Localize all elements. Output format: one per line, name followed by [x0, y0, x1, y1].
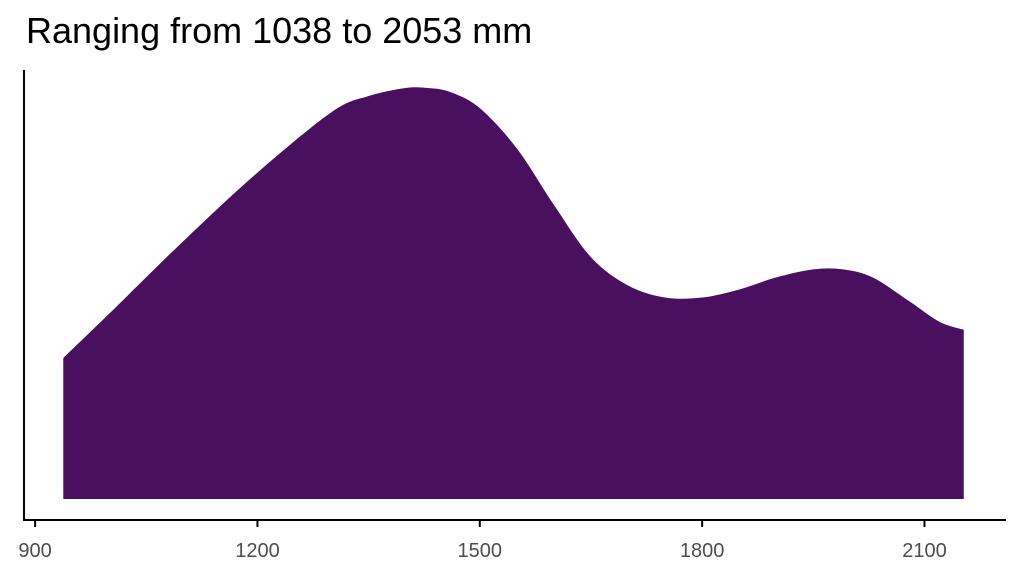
x-tick-label: 1200 [235, 540, 280, 562]
area-layer [63, 87, 964, 500]
chart-title: Ranging from 1038 to 2053 mm [26, 10, 533, 51]
x-tick-label: 2100 [902, 540, 947, 562]
x-tick-label: 1500 [458, 540, 503, 562]
x-tick-label: 1800 [680, 540, 725, 562]
density-area [63, 87, 964, 500]
x-tick-label: 900 [18, 540, 51, 562]
x-axis-ticks: 900 1200 1500 1800 2100 [18, 520, 947, 562]
